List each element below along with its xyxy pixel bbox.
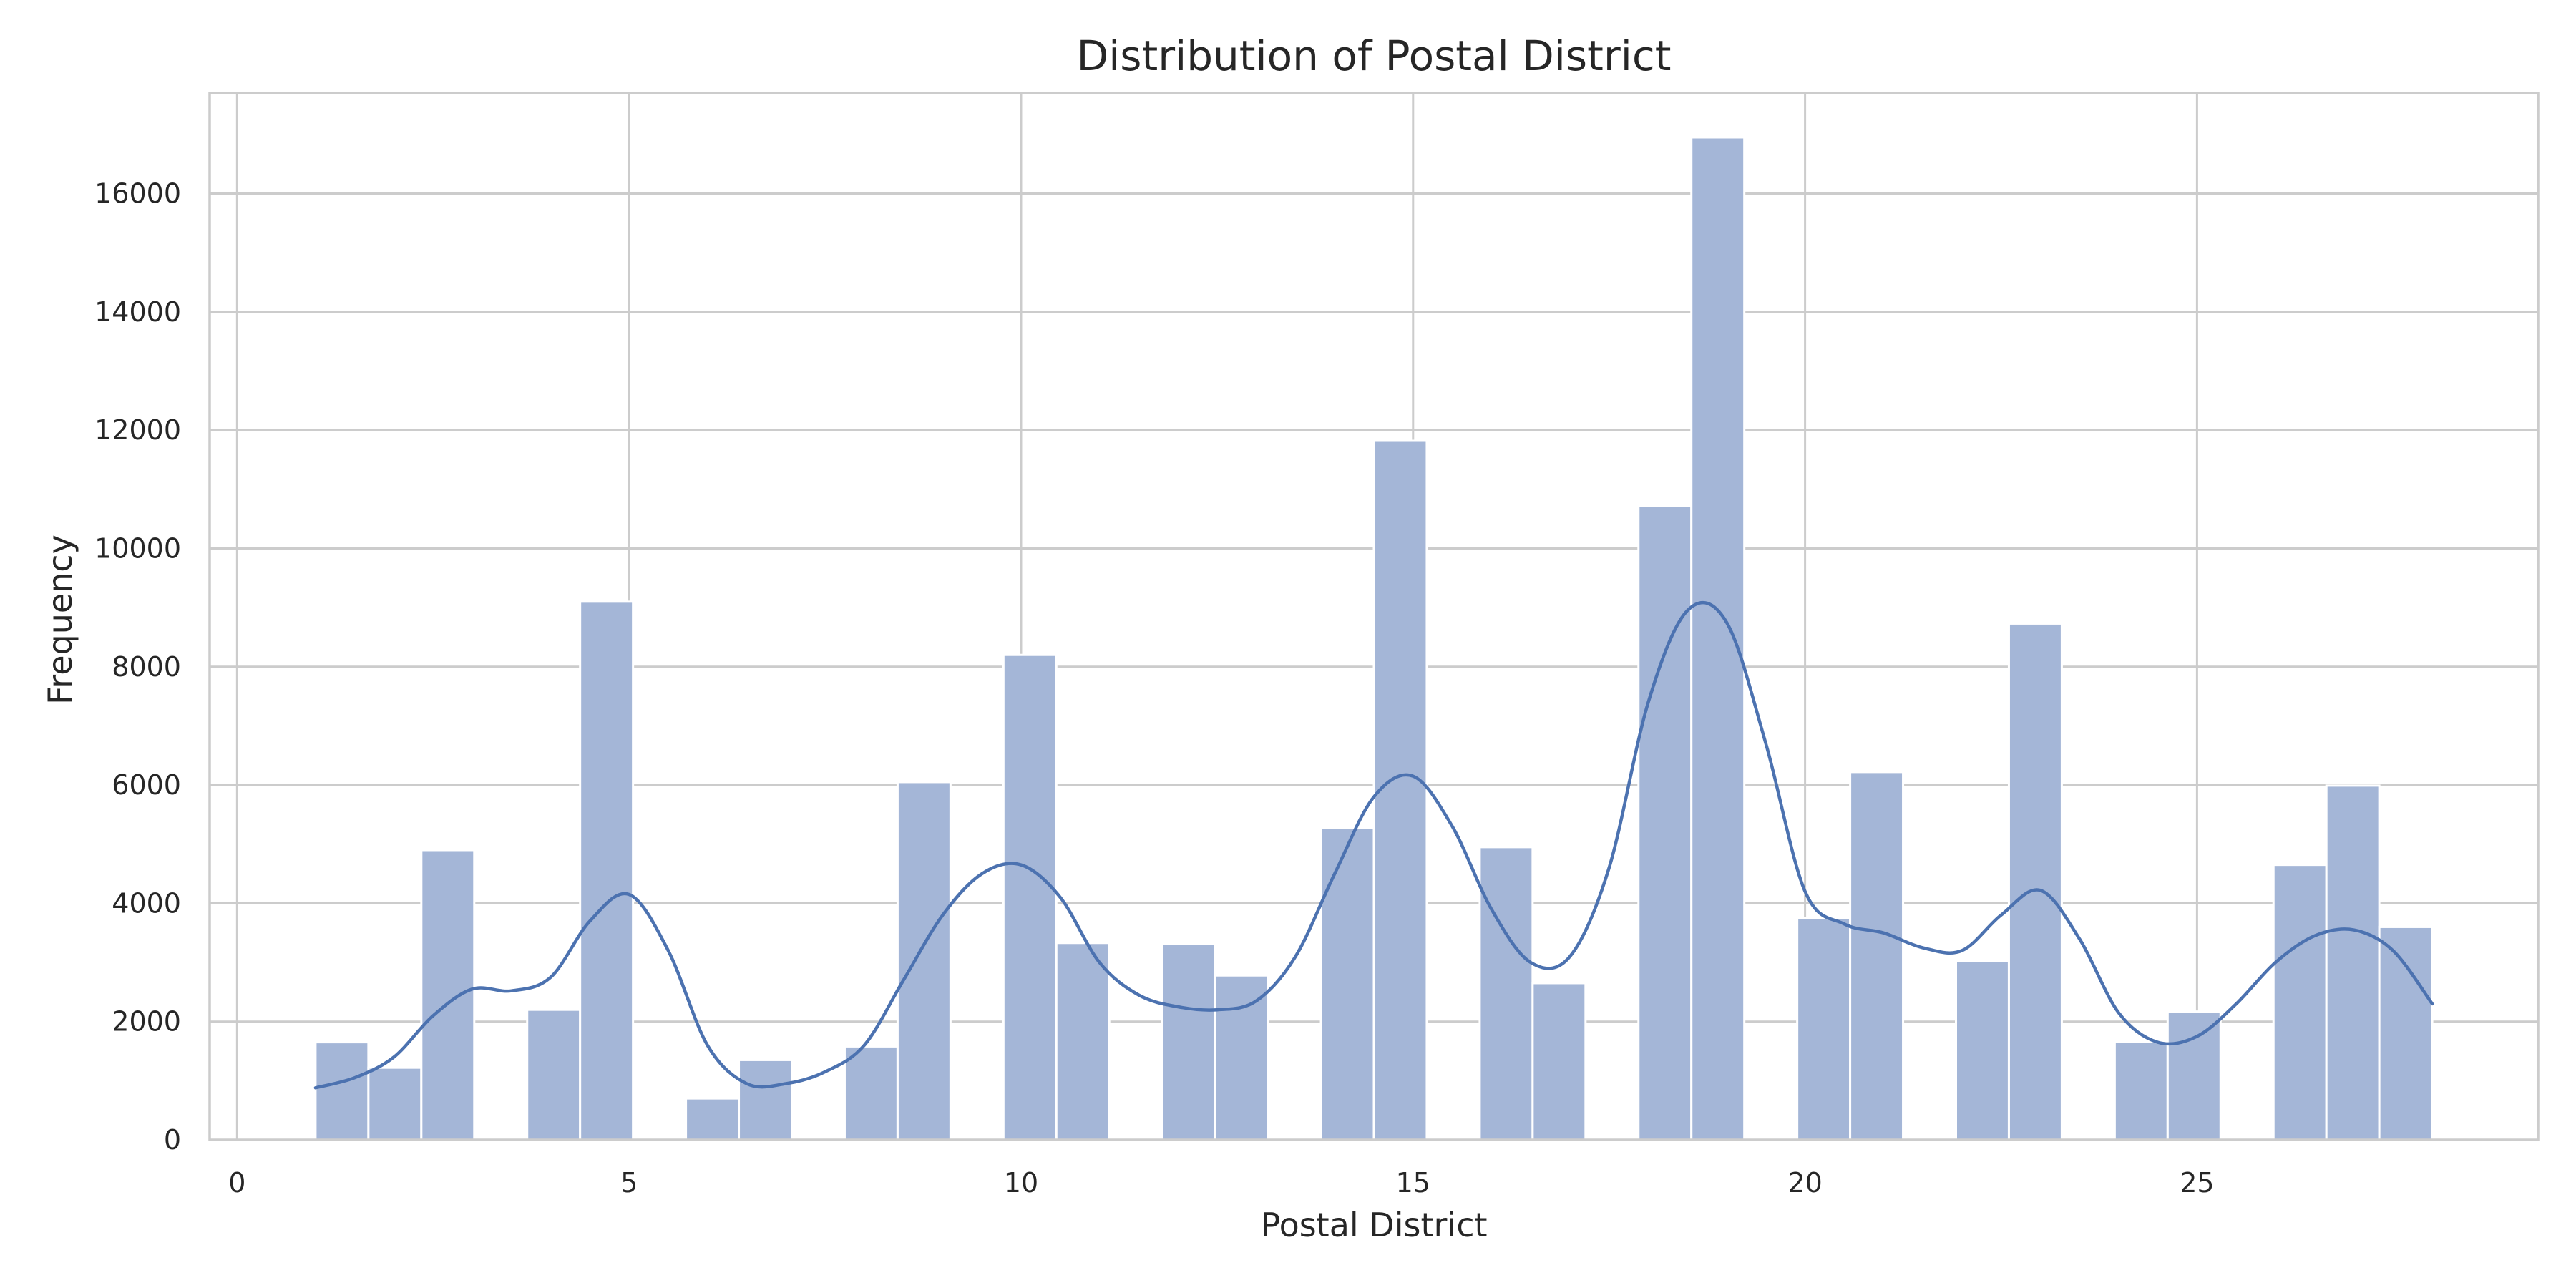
histogram-bar — [685, 1097, 741, 1141]
histogram-bar — [1637, 504, 1693, 1141]
plot-frame — [208, 92, 2540, 1141]
y-tick-label: 12000 — [94, 414, 181, 446]
y-tick-label: 16000 — [94, 178, 181, 210]
histogram-bar — [2272, 864, 2328, 1141]
histogram-bar — [1690, 136, 1746, 1141]
histogram-bar — [843, 1045, 899, 1141]
histogram-bars — [314, 136, 2434, 1141]
histogram-bar — [1478, 846, 1534, 1141]
y-tick-label: 10000 — [94, 532, 181, 564]
y-axis-label: Frequency — [41, 535, 79, 705]
y-tick-label: 14000 — [94, 296, 181, 328]
histogram-bar — [1161, 942, 1216, 1141]
histogram-bar — [1055, 942, 1111, 1141]
x-tick-label: 10 — [1004, 1167, 1038, 1199]
histogram-bar — [1849, 771, 1905, 1141]
histogram-bar — [1796, 917, 1852, 1141]
histogram-bar — [1214, 974, 1269, 1141]
x-tick-label: 15 — [1396, 1167, 1430, 1199]
histogram-bar — [579, 600, 635, 1141]
kde-curve — [313, 601, 2434, 1090]
y-tick-label: 6000 — [112, 769, 181, 801]
x-axis-label: Postal District — [1260, 1206, 1487, 1244]
histogram-bar — [314, 1041, 370, 1141]
x-tick-label: 0 — [228, 1167, 245, 1199]
histogram-bar — [2378, 925, 2434, 1141]
x-tick-label: 20 — [1787, 1167, 1822, 1199]
histogram-bar — [1002, 653, 1058, 1141]
histogram-bar — [2007, 622, 2063, 1141]
histogram-bar — [367, 1066, 423, 1141]
histogram-bar — [738, 1058, 793, 1141]
x-tick-label: 25 — [2180, 1167, 2214, 1199]
histogram-bar — [420, 849, 476, 1141]
histogram-bar — [896, 781, 952, 1141]
y-tick-label: 8000 — [112, 651, 181, 683]
chart-title: Distribution of Postal District — [1077, 31, 1672, 80]
y-tick-label: 2000 — [112, 1006, 181, 1038]
y-tick-label: 4000 — [112, 887, 181, 919]
x-tick-label: 5 — [620, 1167, 638, 1199]
y-tick-labels: 0 2000 4000 6000 8000 10000 12000 14000 16000 — [94, 178, 181, 1156]
histogram-bar — [1531, 982, 1587, 1141]
histogram-bar — [1955, 960, 2010, 1141]
histogram-bar — [1372, 439, 1428, 1141]
histogram-bar — [1319, 826, 1375, 1141]
histogram-bar — [2113, 1040, 2169, 1141]
histogram-bar — [2166, 1010, 2222, 1141]
histogram-bar — [2325, 784, 2381, 1141]
x-tick-labels: 0 5 10 15 20 25 — [228, 1167, 2214, 1199]
histogram-bar — [526, 1008, 582, 1141]
y-tick-label: 0 — [164, 1124, 181, 1156]
